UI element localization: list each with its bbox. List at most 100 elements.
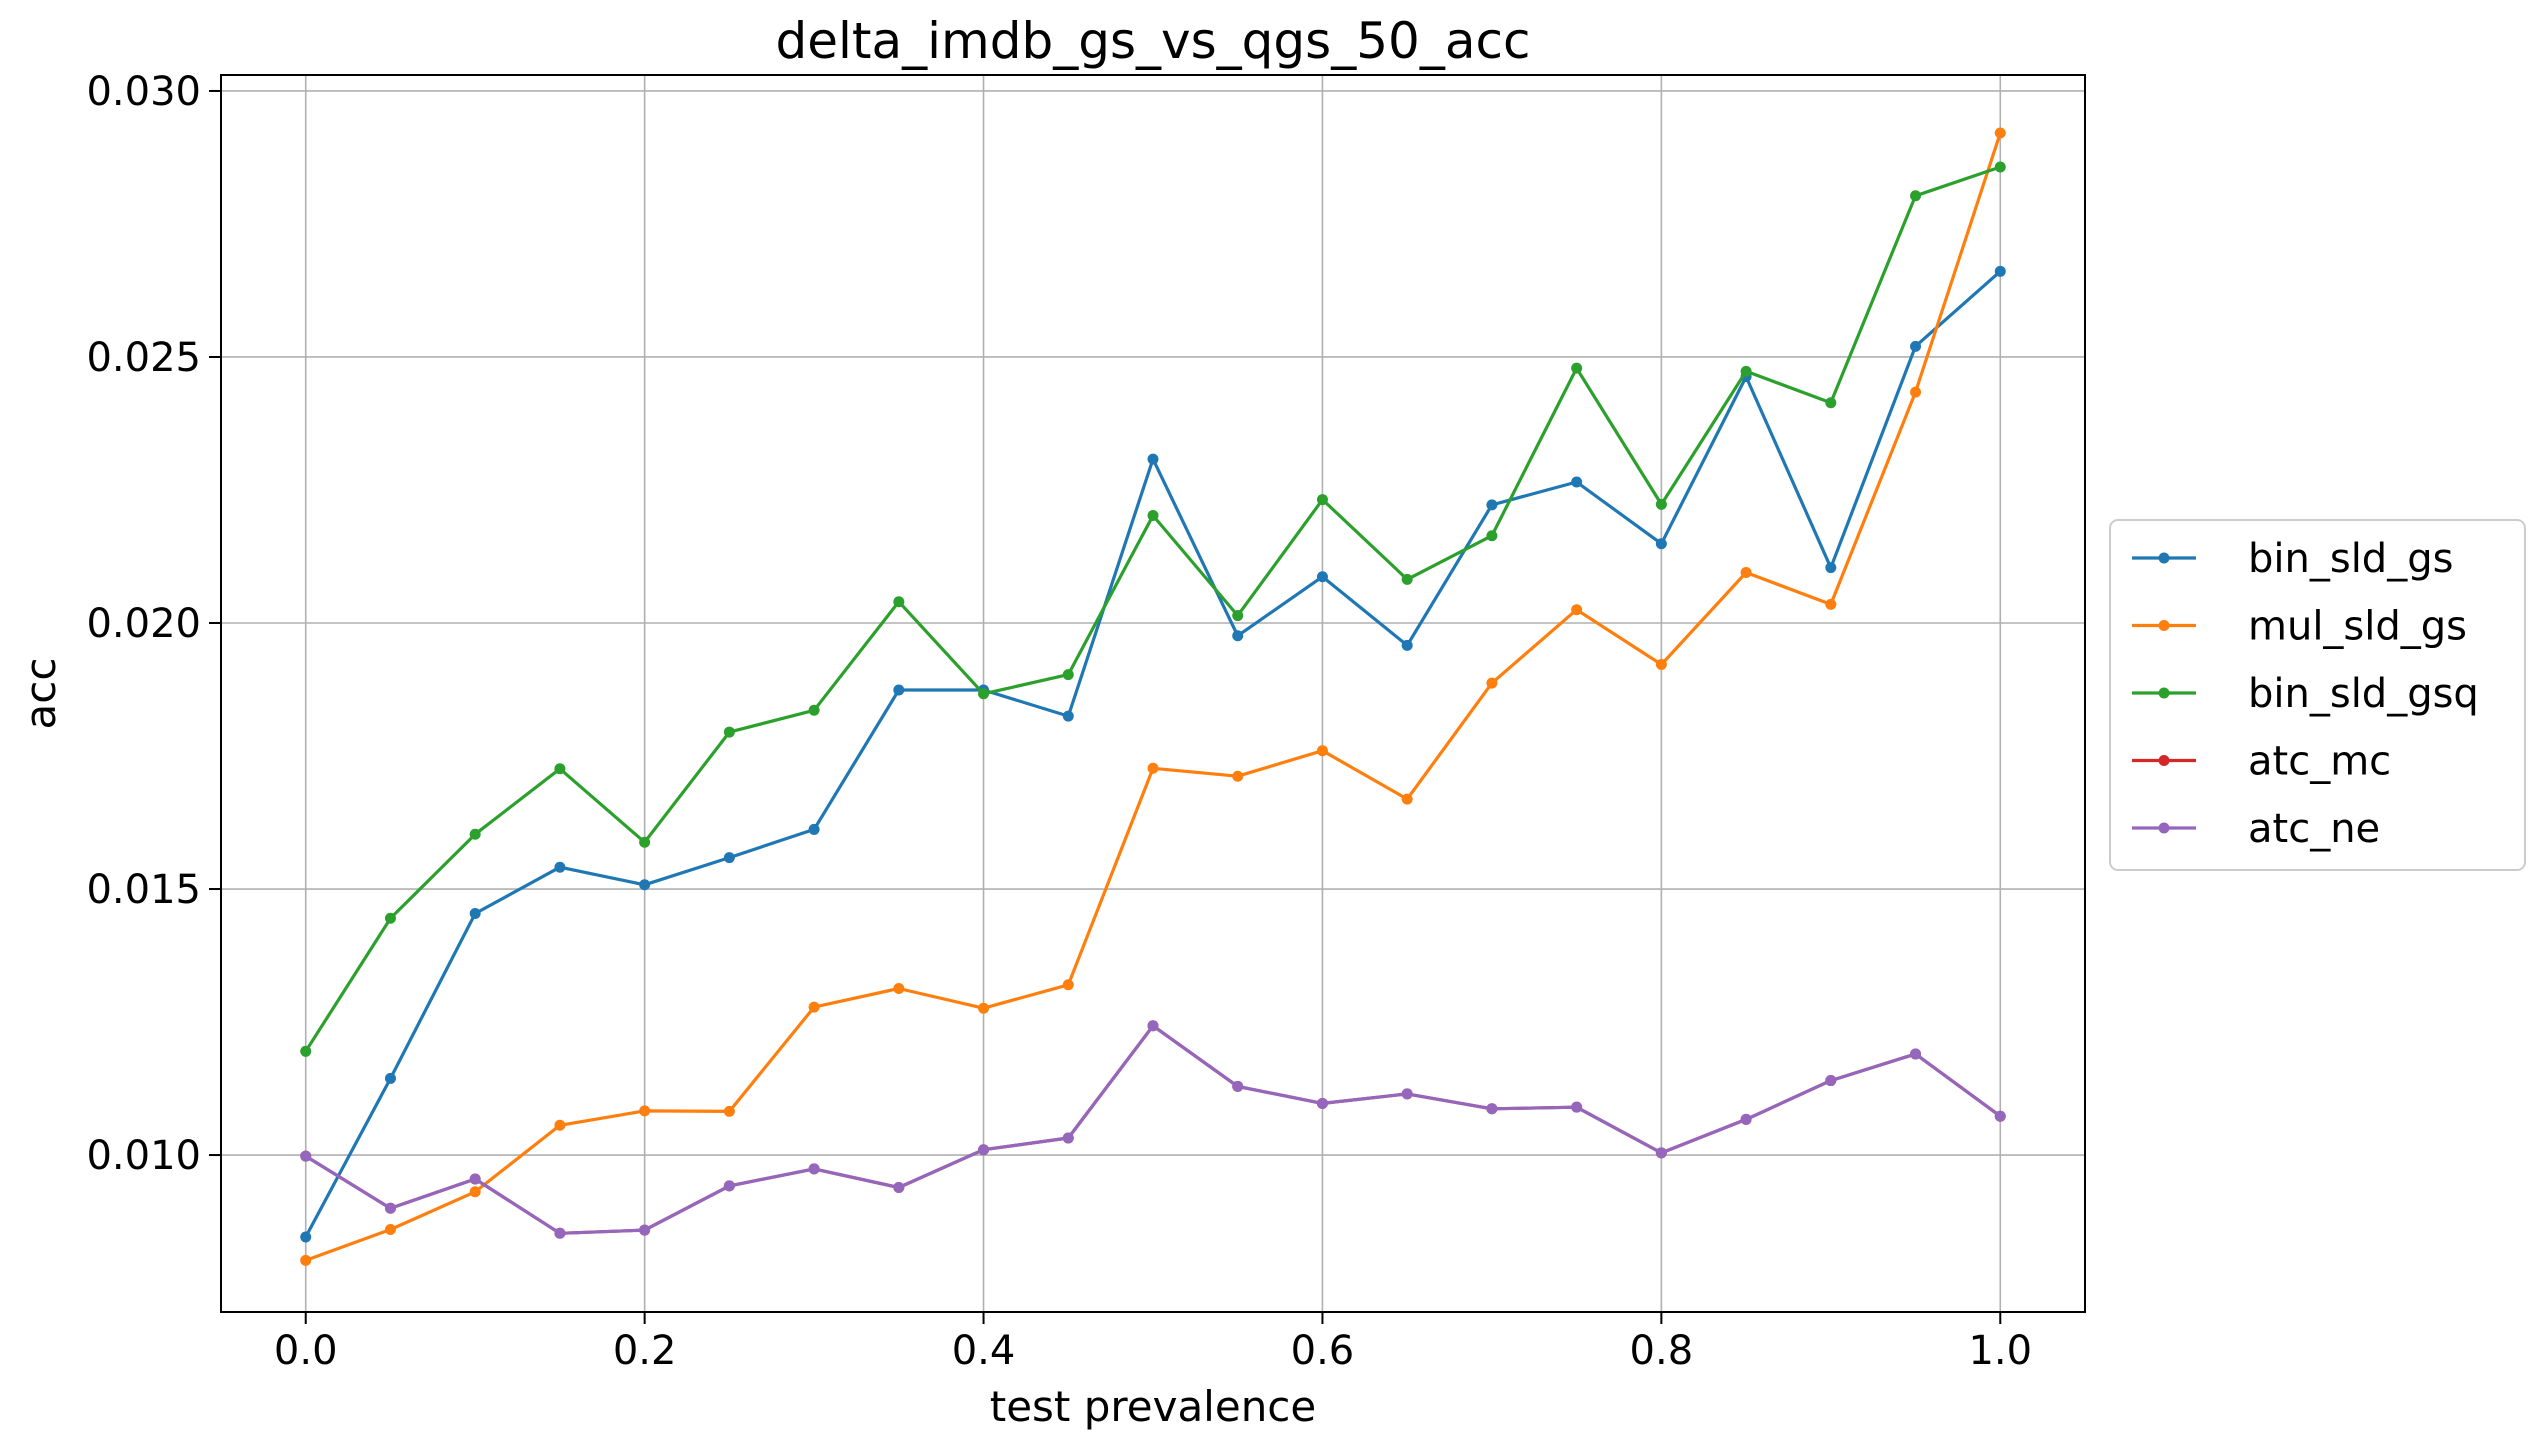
data-point-bin-sld-gsq — [1825, 397, 1837, 409]
series-bin-sld-gsq — [300, 161, 2006, 1057]
y-tick-label: 0.015 — [86, 867, 201, 913]
data-point-mul-sld-gs — [1062, 979, 1074, 991]
x-tick-label: 0.0 — [274, 1328, 338, 1374]
data-point-bin-sld-gs — [384, 1072, 396, 1084]
legend-box — [2109, 519, 2526, 871]
data-point-bin-sld-gs — [723, 852, 735, 864]
data-point-bin-sld-gsq — [808, 704, 820, 716]
legend-label-bin-sld-gsq: bin_sld_gsq — [2248, 671, 2479, 717]
data-point-bin-sld-gs — [808, 823, 820, 835]
legend-label-bin-sld-gs: bin_sld_gs — [2248, 536, 2453, 582]
data-point-bin-sld-gsq — [1316, 494, 1328, 506]
series-group — [300, 127, 2006, 1266]
series-mul-sld-gs — [300, 127, 2006, 1266]
data-point-bin-sld-gsq — [1062, 669, 1074, 681]
data-point-bin-sld-gs — [1825, 562, 1837, 574]
data-point-atc-ne — [1655, 1147, 1667, 1159]
data-point-bin-sld-gsq — [554, 763, 566, 775]
legend-label-atc-mc: atc_mc — [2248, 739, 2391, 785]
data-point-bin-sld-gsq — [1147, 510, 1159, 522]
data-point-bin-sld-gs — [1147, 453, 1159, 465]
data-point-mul-sld-gs — [384, 1224, 396, 1236]
data-point-bin-sld-gs — [1655, 538, 1667, 550]
data-point-atc-ne — [554, 1227, 566, 1239]
data-point-mul-sld-gs — [1910, 386, 1922, 398]
data-point-bin-sld-gsq — [1740, 365, 1752, 377]
data-point-mul-sld-gs — [1401, 793, 1413, 805]
data-point-bin-sld-gsq — [1571, 362, 1583, 374]
legend-marker-atc-ne — [2158, 822, 2170, 834]
data-point-mul-sld-gs — [893, 983, 905, 995]
data-point-bin-sld-gs — [639, 879, 651, 891]
data-point-bin-sld-gsq — [384, 912, 396, 924]
legend-marker-mul-sld-gs — [2158, 620, 2170, 631]
data-point-atc-ne — [1316, 1097, 1328, 1109]
data-point-bin-sld-gsq — [1232, 610, 1244, 622]
data-point-atc-ne — [1147, 1020, 1159, 1032]
data-point-bin-sld-gsq — [723, 726, 735, 738]
data-point-bin-sld-gsq — [1655, 498, 1667, 510]
data-point-bin-sld-gs — [1910, 340, 1922, 352]
data-point-bin-sld-gs — [1062, 710, 1074, 722]
data-point-atc-ne — [1740, 1113, 1752, 1125]
data-point-atc-ne — [1486, 1103, 1498, 1115]
x-tick-label: 0.2 — [613, 1328, 677, 1374]
legend-marker-bin-sld-gs — [2158, 552, 2170, 564]
legend-label-mul-sld-gs: mul_sld_gs — [2248, 604, 2467, 650]
data-point-bin-sld-gs — [1994, 265, 2006, 277]
data-point-mul-sld-gs — [639, 1105, 651, 1117]
data-point-atc-ne — [893, 1182, 905, 1194]
y-axis-label: acc — [16, 658, 65, 730]
data-point-atc-ne — [1571, 1101, 1583, 1113]
x-tick-label: 0.4 — [952, 1328, 1016, 1374]
data-point-mul-sld-gs — [1740, 566, 1752, 578]
data-point-bin-sld-gsq — [1486, 530, 1498, 542]
data-point-atc-ne — [639, 1224, 651, 1236]
legend-label-atc-ne: atc_ne — [2248, 806, 2380, 852]
chart-title: delta_imdb_gs_vs_qgs_50_acc — [776, 12, 1531, 70]
data-point-atc-ne — [1994, 1110, 2006, 1122]
x-tick-label: 0.6 — [1291, 1328, 1355, 1374]
x-tick-label: 1.0 — [1968, 1328, 2032, 1374]
data-point-atc-ne — [1062, 1132, 1074, 1144]
data-point-bin-sld-gsq — [978, 688, 990, 700]
data-point-atc-ne — [978, 1144, 990, 1156]
data-point-bin-sld-gs — [469, 907, 481, 919]
data-point-mul-sld-gs — [554, 1119, 566, 1131]
data-point-mul-sld-gs — [1994, 127, 2006, 139]
data-point-bin-sld-gsq — [639, 836, 651, 848]
data-point-bin-sld-gs — [1486, 499, 1498, 511]
legend-marker-atc-mc — [2158, 755, 2170, 766]
data-point-mul-sld-gs — [1486, 677, 1498, 689]
legend-marker-bin-sld-gsq — [2158, 687, 2170, 699]
y-tick-label: 0.020 — [86, 601, 201, 647]
data-point-mul-sld-gs — [1825, 598, 1837, 610]
data-point-bin-sld-gs — [1401, 639, 1413, 651]
data-point-atc-ne — [808, 1163, 820, 1175]
data-point-mul-sld-gs — [1316, 745, 1328, 757]
data-point-bin-sld-gs — [1571, 476, 1583, 488]
data-point-atc-ne — [384, 1202, 396, 1214]
data-point-bin-sld-gs — [300, 1231, 312, 1243]
data-point-mul-sld-gs — [978, 1002, 990, 1014]
data-point-atc-ne — [1401, 1088, 1413, 1100]
plot-frame — [220, 74, 2086, 1313]
data-point-mul-sld-gs — [723, 1105, 735, 1117]
data-point-bin-sld-gsq — [469, 828, 481, 840]
axis-ticks: 0.0 0.2 0.4 0.6 0.8 1.0 0.010 0.015 0.020 0.025 0.… — [86, 69, 2032, 1374]
data-point-mul-sld-gs — [300, 1254, 312, 1266]
data-point-atc-ne — [1825, 1075, 1837, 1087]
data-point-bin-sld-gsq — [1910, 190, 1922, 202]
x-tick-label: 0.8 — [1630, 1328, 1694, 1374]
y-tick-label: 0.010 — [86, 1133, 201, 1179]
data-point-mul-sld-gs — [1147, 762, 1159, 774]
data-point-mul-sld-gs — [1232, 770, 1244, 782]
y-tick-label: 0.030 — [86, 69, 201, 115]
x-axis-label: test prevalence — [990, 1382, 1317, 1431]
data-point-bin-sld-gsq — [1401, 573, 1413, 585]
series-atc-ne — [300, 1020, 2006, 1239]
data-point-atc-ne — [469, 1173, 481, 1185]
data-point-mul-sld-gs — [808, 1001, 820, 1013]
data-point-atc-ne — [300, 1150, 312, 1162]
